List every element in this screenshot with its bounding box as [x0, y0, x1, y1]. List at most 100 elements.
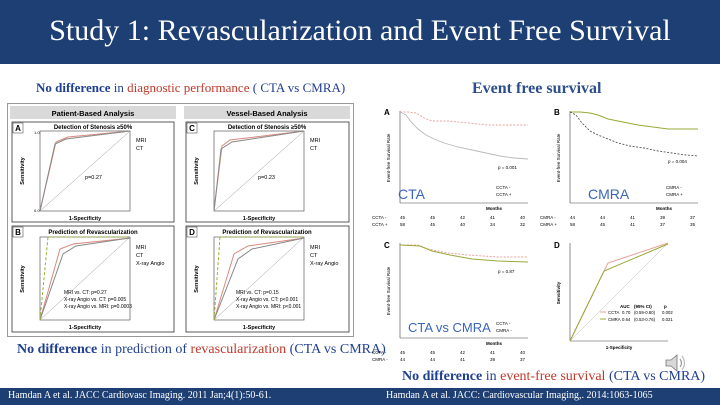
panel-b-legend-ct: CT — [136, 253, 144, 259]
km-c-r1c2: 45 — [430, 350, 436, 355]
km-a-r2c2: 45 — [430, 222, 436, 227]
event-free-caption: No difference in event-free survival (CT… — [402, 369, 705, 385]
km-a-r1c5: 40 — [520, 215, 526, 220]
km-d-letter: D — [554, 241, 560, 250]
bottom-caption-comparison: (CTA vs CMRA) — [286, 342, 386, 357]
footnote-right: Hamdan A et al. JACC: Cardiovascular Ima… — [386, 390, 653, 401]
panel-c-legend-ct: CT — [310, 146, 318, 152]
km-b-row2-label: CMRA + — [540, 222, 557, 227]
survival-figure-svg: A p = 0.001 CCTA - CCTA + Event-free Sur… — [372, 108, 699, 362]
km-c-p: p = 0.87 — [498, 269, 515, 274]
km-c-r2c3: 41 — [460, 357, 466, 362]
km-b-row1-label: CMRA - — [540, 215, 556, 220]
km-c-legend-cmra: CMRA - — [496, 328, 512, 333]
bottom-caption-no-difference: No difference — [17, 342, 98, 357]
panel-b-title: Prediction of Revascularization — [48, 230, 138, 236]
panel-c-p: p=0.23 — [258, 175, 275, 181]
km-b-legend-neg: CMRA - — [666, 185, 682, 190]
right-caption-comparison: (CTA vs CMRA) — [605, 369, 706, 384]
km-c-row1-label: CCTA - — [372, 350, 387, 355]
km-b-r1c1: 44 — [570, 215, 576, 220]
km-a-r1c1: 45 — [400, 215, 406, 220]
km-c-yaxis: Event-free Survival Rate — [386, 266, 391, 315]
right-caption-no-difference: No difference — [402, 369, 483, 384]
panel-b-stat-2: X-ray Angio vs. CT: p=0.005 — [64, 297, 126, 303]
slide-title: Study 1: Revascularization and Event Fre… — [49, 14, 671, 47]
caption-in: in — [110, 80, 128, 95]
km-c-letter: C — [384, 241, 390, 250]
panel-c-legend-mri: MRI — [310, 138, 321, 144]
km-c-big-label: CTA vs CMRA — [408, 320, 491, 335]
km-b-r2c3: 41 — [630, 222, 636, 227]
panel-b-legend-mri: MRI — [136, 245, 147, 251]
panel-c-xlabel: 1-Specificity — [243, 216, 276, 222]
panel-d-title: Prediction of Revascularization — [222, 230, 312, 236]
km-d-r1c4: 0.002 — [662, 310, 673, 315]
km-a-r1c4: 41 — [490, 215, 496, 220]
km-d-r1c2: 0.70 — [622, 310, 631, 315]
km-a-yaxis: Event-free Survival Rate — [386, 133, 391, 182]
panel-d-legend-mri: MRI — [310, 245, 321, 251]
roc-figure: Patient-Based Analysis Vessel-Based Anal… — [7, 103, 354, 337]
km-c-r2c1: 44 — [400, 357, 406, 362]
km-c-r1c1: 45 — [400, 350, 406, 355]
km-b-legend-pos: CMRA + — [666, 192, 683, 197]
km-d-auc-h2: (95% CI) — [634, 304, 652, 309]
km-a-r2c4: 34 — [490, 222, 496, 227]
km-a-letter: A — [384, 108, 390, 117]
panel-d-xlabel: 1-Specificity — [243, 325, 276, 331]
panel-a-legend-mri: MRI — [136, 138, 147, 144]
km-b-r2c4: 37 — [660, 222, 666, 227]
km-a-p: p = 0.001 — [498, 165, 517, 170]
km-panel-c: C p = 0.87 CCTA - CMRA - Event-free Surv… — [372, 241, 529, 362]
caption-no-difference: No difference — [36, 80, 111, 95]
km-panel-d: D AUC (95% CI) p CCTA 0.70 (0.59-0.80) 0… — [554, 241, 673, 350]
km-d-r2c3: (0.53-0.76) — [634, 317, 656, 322]
panel-d-stat-2: X-ray Angio vs. CT: p<0.001 — [236, 297, 298, 303]
roc-panel-c: C Detection of Stenosis ≥50% MRI CT p=0.… — [185, 121, 350, 223]
km-d-auc-h3: p — [664, 304, 667, 309]
panel-d-ylabel: Sensitivity — [194, 264, 200, 292]
title-bar: Study 1: Revascularization and Event Fre… — [0, 0, 720, 64]
km-b-yaxis: Event-free Survival Rate — [556, 133, 561, 182]
km-b-r2c5: 35 — [690, 222, 696, 227]
caption-comparison: ( CTA vs CMRA) — [249, 80, 346, 95]
km-b-big-label: CMRA — [588, 186, 630, 202]
panel-d-letter: D — [189, 228, 195, 237]
bottom-caption-highlight: revascularization — [190, 342, 287, 357]
col1-header: Patient-Based Analysis — [52, 109, 135, 118]
event-free-survival-title: Event free survival — [472, 80, 602, 97]
roc-panel-d: D Prediction of Revascularization MRI CT… — [185, 225, 350, 333]
panel-a-ytick-bottom: 0.0 — [34, 208, 40, 213]
km-c-r1c5: 40 — [520, 350, 526, 355]
panel-d-legend-ct: CT — [310, 253, 318, 259]
km-a-row1-label: CCTA - — [372, 215, 387, 220]
panel-a-title: Detection of Stenosis ≥50% — [54, 125, 133, 131]
km-d-r1c1: CCTA — [608, 310, 620, 315]
col2-header: Vessel-Based Analysis — [226, 109, 307, 118]
panel-d-stat-1: MRI vs. CT: p=0.15 — [236, 290, 279, 296]
panel-c-ylabel: Sensitivity — [194, 156, 200, 184]
revascularization-caption: No difference in prediction of revascula… — [17, 342, 386, 358]
panel-b-stat-3: X-ray Angio vs. MRI: p=0.0003 — [64, 304, 132, 310]
km-b-r1c2: 44 — [600, 215, 606, 220]
km-a-legend-pos: CCTA + — [496, 192, 512, 197]
footer-bar — [0, 388, 720, 405]
km-b-letter: B — [554, 108, 560, 117]
km-b-r1c5: 37 — [690, 215, 696, 220]
km-b-r2c1: 58 — [570, 222, 576, 227]
panel-b-letter: B — [15, 228, 21, 237]
km-a-r1c2: 45 — [430, 215, 436, 220]
speaker-icon[interactable] — [664, 352, 688, 374]
panel-b-stat-1: MRI vs. CT: p=0.27 — [64, 290, 107, 296]
km-d-r1c3: (0.59-0.80) — [634, 310, 656, 315]
footnote-left: Hamdan A et al. JACC Cardiovasc Imaging.… — [8, 390, 272, 401]
km-a-r2c3: 40 — [460, 222, 466, 227]
roc-panel-b: B Prediction of Revascularization MRI CT… — [11, 225, 175, 333]
panel-c-title: Detection of Stenosis ≥50% — [228, 125, 307, 131]
col1-header-bg — [10, 106, 176, 119]
km-c-r2c5: 37 — [520, 357, 526, 362]
km-b-r1c3: 41 — [630, 215, 636, 220]
survival-figure: A p = 0.001 CCTA - CCTA + Event-free Sur… — [368, 103, 718, 363]
panel-d-stat-3: X-ray Angio vs. MRI: p<0.001 — [236, 304, 301, 310]
